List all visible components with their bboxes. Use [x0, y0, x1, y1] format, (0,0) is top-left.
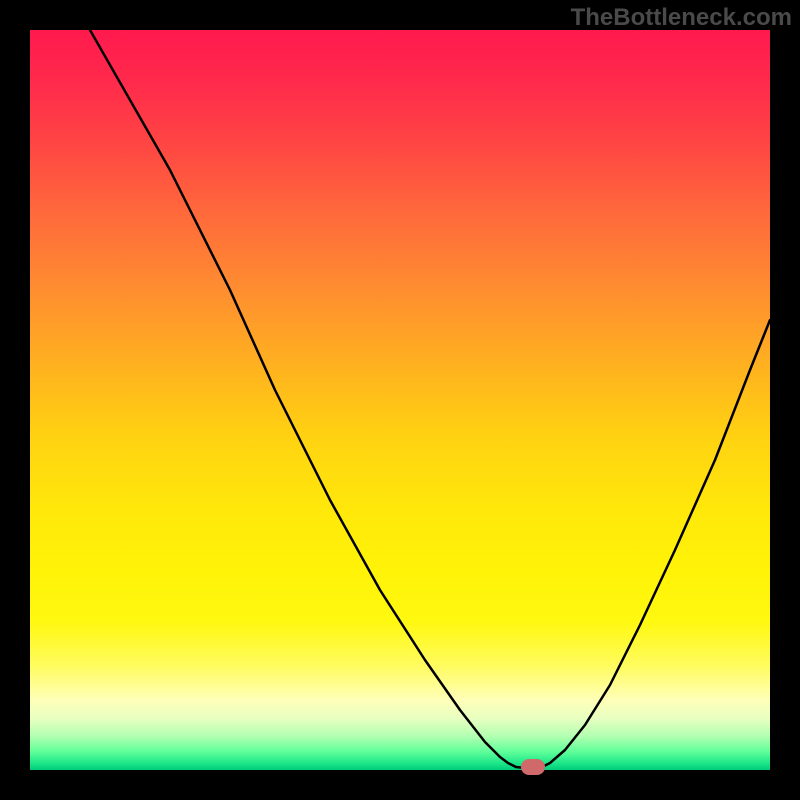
plot-area	[30, 30, 770, 770]
bottleneck-curve	[30, 30, 770, 770]
optimal-marker	[521, 759, 545, 775]
watermark-text: TheBottleneck.com	[571, 4, 792, 32]
chart-outer: TheBottleneck.com	[0, 0, 800, 800]
